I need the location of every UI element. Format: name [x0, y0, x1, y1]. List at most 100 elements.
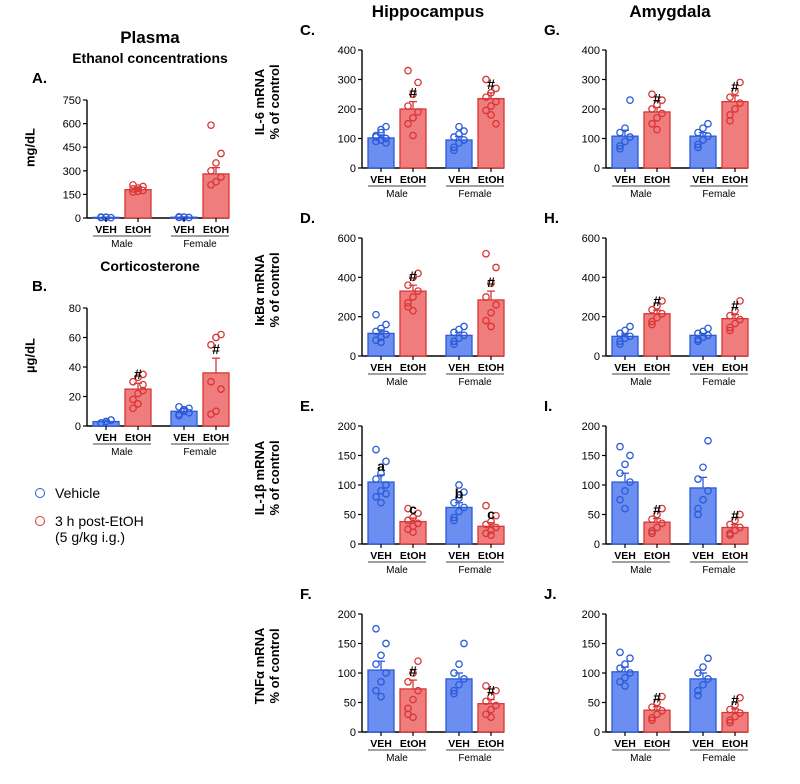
svg-text:100: 100 [338, 668, 356, 680]
svg-text:#: # [653, 293, 661, 309]
ylabel-row-D: IκBα mRNA% of control [253, 230, 283, 350]
svg-text:EtOH: EtOH [644, 738, 670, 750]
legend-vehicle-label: Vehicle [55, 485, 100, 501]
legend-etoh: 3 h post-EtOH (5 g/kg i.g.) [35, 513, 144, 545]
svg-text:Male: Male [386, 377, 408, 388]
svg-text:VEH: VEH [614, 362, 636, 374]
svg-text:40: 40 [69, 362, 81, 374]
svg-text:#: # [212, 341, 220, 357]
svg-text:VEH: VEH [370, 738, 392, 750]
svg-text:100: 100 [582, 134, 600, 146]
svg-text:50: 50 [344, 510, 356, 522]
svg-text:80: 80 [69, 303, 81, 315]
chart-H: 0200400600VEH#EtOHVEH#EtOHMaleFemale [574, 220, 754, 394]
svg-text:20: 20 [69, 392, 81, 404]
svg-text:Male: Male [630, 377, 652, 388]
svg-text:50: 50 [588, 698, 600, 710]
svg-text:EtOH: EtOH [400, 174, 426, 186]
svg-text:50: 50 [344, 698, 356, 710]
svg-text:Female: Female [458, 565, 492, 576]
svg-text:200: 200 [338, 609, 356, 621]
svg-text:Male: Male [386, 565, 408, 576]
svg-text:VEH: VEH [614, 738, 636, 750]
panel-letter-H: H. [544, 210, 559, 227]
svg-text:#: # [731, 298, 739, 314]
svg-text:600: 600 [63, 119, 81, 131]
panel-letter-J: J. [544, 586, 557, 603]
svg-text:#: # [409, 268, 417, 284]
chart-C: 0100200300400VEH#EtOHVEH#EtOHMaleFemale [330, 32, 510, 206]
svg-text:Male: Male [111, 447, 133, 458]
chart-B: 020406080VEH#EtOHVEH#EtOHMaleFemale [55, 290, 235, 464]
chart-F: 050100150200VEH#EtOHVEH#EtOHMaleFemale [330, 596, 510, 770]
svg-text:0: 0 [75, 421, 81, 433]
svg-text:VEH: VEH [370, 362, 392, 374]
svg-text:b: b [455, 486, 464, 502]
svg-text:600: 600 [582, 233, 600, 245]
svg-text:#: # [487, 683, 495, 699]
svg-text:300: 300 [582, 75, 600, 87]
svg-text:EtOH: EtOH [722, 174, 748, 186]
svg-text:400: 400 [338, 272, 356, 284]
panel-letter-D: D. [300, 210, 315, 227]
svg-text:VEH: VEH [95, 432, 117, 444]
svg-text:EtOH: EtOH [203, 224, 229, 236]
svg-text:VEH: VEH [692, 362, 714, 374]
ethanol-subheader: Ethanol concentrations [40, 50, 260, 66]
svg-text:0: 0 [350, 539, 356, 551]
svg-text:150: 150 [582, 451, 600, 463]
chart-J: 050100150200VEH#EtOHVEH#EtOHMaleFemale [574, 596, 754, 770]
svg-text:EtOH: EtOH [478, 550, 504, 562]
svg-text:EtOH: EtOH [400, 550, 426, 562]
svg-text:#: # [731, 508, 739, 524]
svg-text:400: 400 [582, 272, 600, 284]
svg-text:#: # [409, 85, 417, 101]
svg-text:300: 300 [338, 75, 356, 87]
svg-text:EtOH: EtOH [478, 174, 504, 186]
svg-text:200: 200 [582, 104, 600, 116]
svg-text:Male: Male [386, 753, 408, 764]
svg-text:Female: Female [702, 753, 736, 764]
svg-text:200: 200 [338, 312, 356, 324]
svg-text:VEH: VEH [692, 550, 714, 562]
svg-text:100: 100 [582, 668, 600, 680]
svg-text:0: 0 [594, 539, 600, 551]
ylabel-row-E: IL-1β mRNA% of control [253, 418, 283, 538]
ylabel-row-F: TNFα mRNA% of control [253, 606, 283, 726]
legend-etoh-swatch [35, 516, 45, 526]
svg-text:450: 450 [63, 142, 81, 154]
svg-text:0: 0 [594, 351, 600, 363]
svg-text:150: 150 [63, 189, 81, 201]
svg-text:#: # [653, 502, 661, 518]
svg-text:EtOH: EtOH [722, 738, 748, 750]
svg-text:VEH: VEH [692, 738, 714, 750]
panel-letter-F: F. [300, 586, 312, 603]
svg-text:EtOH: EtOH [400, 738, 426, 750]
panel-letter-A: A. [32, 70, 47, 87]
panel-letter-C: C. [300, 22, 315, 39]
svg-text:VEH: VEH [448, 550, 470, 562]
chart-G: 0100200300400VEH#EtOHVEH#EtOHMaleFemale [574, 32, 754, 206]
ylabel-row-C: IL-6 mRNA% of control [253, 42, 283, 162]
svg-text:VEH: VEH [614, 174, 636, 186]
svg-text:Female: Female [702, 377, 736, 388]
svg-text:EtOH: EtOH [644, 362, 670, 374]
svg-text:Female: Female [183, 239, 217, 250]
svg-text:VEH: VEH [95, 224, 117, 236]
svg-text:300: 300 [63, 166, 81, 178]
svg-text:Male: Male [386, 189, 408, 200]
plasma-header: Plasma [40, 28, 260, 48]
amygdala-header: Amygdala [560, 2, 780, 22]
svg-text:#: # [487, 274, 495, 290]
svg-text:100: 100 [582, 480, 600, 492]
svg-text:200: 200 [582, 609, 600, 621]
svg-text:Female: Female [458, 189, 492, 200]
svg-text:c: c [487, 506, 495, 522]
svg-text:EtOH: EtOH [125, 224, 151, 236]
svg-text:400: 400 [338, 45, 356, 57]
ylabel-B: µg/dL [23, 326, 38, 386]
svg-text:Male: Male [630, 753, 652, 764]
svg-text:VEH: VEH [448, 738, 470, 750]
svg-text:EtOH: EtOH [722, 362, 748, 374]
svg-text:100: 100 [338, 134, 356, 146]
